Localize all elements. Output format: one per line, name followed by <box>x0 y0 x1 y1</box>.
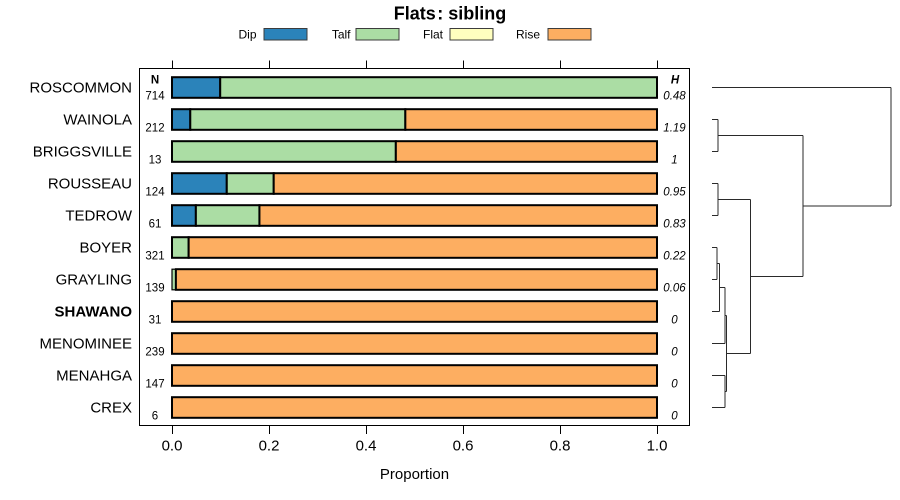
svg-text:CREX: CREX <box>90 400 132 417</box>
svg-text:0.8: 0.8 <box>550 438 571 455</box>
svg-text:N: N <box>151 75 159 87</box>
svg-text:WAINOLA: WAINOLA <box>63 112 132 129</box>
svg-text:0.4: 0.4 <box>356 438 377 455</box>
svg-text:714: 714 <box>145 91 165 103</box>
svg-text:Dip: Dip <box>238 28 256 42</box>
svg-text:0.0: 0.0 <box>162 438 183 455</box>
svg-text:0: 0 <box>671 411 678 423</box>
svg-text:0.22: 0.22 <box>663 251 686 263</box>
svg-text:1.0: 1.0 <box>647 438 668 455</box>
svg-text:0.83: 0.83 <box>663 219 686 231</box>
svg-text:0: 0 <box>671 315 678 327</box>
svg-text:239: 239 <box>145 347 164 359</box>
svg-text:31: 31 <box>149 315 162 327</box>
svg-text:0.06: 0.06 <box>663 283 686 295</box>
svg-text:321: 321 <box>145 251 164 263</box>
svg-text:0.95: 0.95 <box>663 187 686 199</box>
svg-text:124: 124 <box>145 187 165 199</box>
svg-text:SHAWANO: SHAWANO <box>54 304 132 321</box>
svg-text:6: 6 <box>152 411 158 423</box>
svg-text:139: 139 <box>145 283 164 295</box>
svg-text:0.6: 0.6 <box>453 438 474 455</box>
svg-text:1: 1 <box>671 155 677 167</box>
svg-text:0: 0 <box>671 379 678 391</box>
svg-text:0.48: 0.48 <box>663 91 686 103</box>
svg-text:0: 0 <box>671 347 678 359</box>
svg-text:BOYER: BOYER <box>79 240 132 257</box>
svg-text:61: 61 <box>149 219 162 231</box>
svg-text:Talf: Talf <box>332 28 351 42</box>
svg-text:147: 147 <box>145 379 164 391</box>
svg-text:1.19: 1.19 <box>663 123 686 135</box>
svg-text:Flat: Flat <box>423 28 444 42</box>
svg-text:ROSCOMMON: ROSCOMMON <box>30 80 133 97</box>
svg-text:Rise: Rise <box>516 28 540 42</box>
svg-text:Proportion: Proportion <box>380 466 449 483</box>
svg-text:13: 13 <box>149 155 162 167</box>
svg-text:Flats : sibling: Flats : sibling <box>394 4 507 24</box>
svg-text:MENOMINEE: MENOMINEE <box>39 336 132 353</box>
svg-text:H: H <box>671 75 680 87</box>
svg-text:0.2: 0.2 <box>259 438 280 455</box>
svg-text:BRIGGSVILLE: BRIGGSVILLE <box>33 144 132 161</box>
svg-text:212: 212 <box>145 123 164 135</box>
svg-text:MENAHGA: MENAHGA <box>56 368 132 385</box>
svg-text:GRAYLING: GRAYLING <box>56 272 132 289</box>
svg-text:ROUSSEAU: ROUSSEAU <box>48 176 132 193</box>
svg-text:TEDROW: TEDROW <box>65 208 133 225</box>
